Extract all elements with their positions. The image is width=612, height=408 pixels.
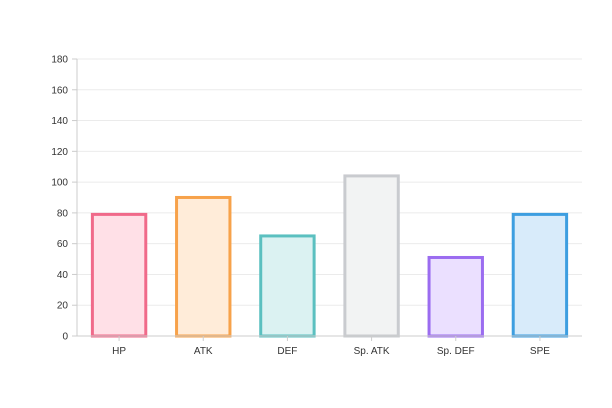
x-category-label: ATK (194, 346, 213, 357)
bar-atk[interactable] (175, 195, 232, 338)
y-tick-label: 80 (57, 208, 69, 219)
x-category-label: HP (112, 346, 126, 357)
bar-sp-atk[interactable] (343, 174, 400, 338)
axes (76, 59, 582, 337)
x-category-labels: HP ATK DEF Sp. ATK Sp. DEF SPE (112, 336, 550, 357)
y-tick-label: 160 (51, 85, 68, 96)
x-category-label: DEF (277, 346, 297, 357)
y-tick-label: 100 (51, 178, 68, 189)
y-tick-label: 40 (57, 270, 69, 281)
y-tick-label: 180 (51, 55, 68, 66)
bar-hp[interactable] (90, 212, 148, 338)
y-tick-labels: 0 20 40 60 80 100 120 140 160 180 (51, 55, 77, 343)
gridlines (77, 58, 582, 306)
bar-spe[interactable] (511, 212, 569, 338)
y-tick-label: 60 (57, 239, 69, 250)
y-tick-label: 20 (57, 301, 69, 312)
y-tick-label: 120 (51, 147, 68, 158)
y-tick-label: 140 (51, 116, 68, 127)
x-category-label: Sp. ATK (354, 346, 390, 357)
x-category-label: Sp. DEF (437, 346, 475, 357)
bar-sp-def[interactable] (427, 255, 484, 338)
bars (90, 174, 569, 338)
x-category-label: SPE (530, 346, 550, 357)
bar-def[interactable] (259, 234, 316, 338)
y-tick-label: 0 (62, 332, 68, 343)
